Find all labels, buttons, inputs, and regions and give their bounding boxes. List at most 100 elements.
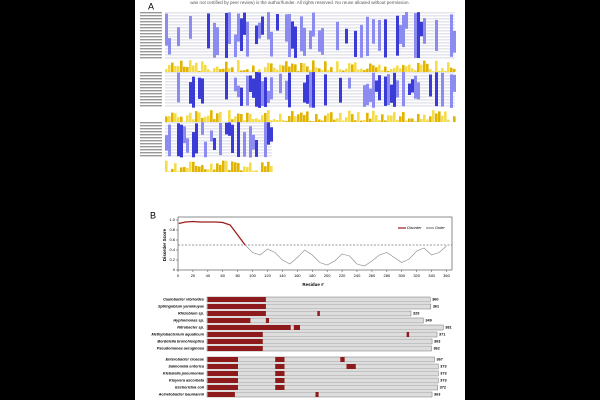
conserved (189, 15, 192, 39)
conserved (165, 13, 168, 46)
conserved (363, 85, 366, 107)
sequence (165, 57, 455, 59)
protein-length: 363 (434, 340, 440, 344)
conservation-bar (291, 63, 294, 72)
conservation-bar (264, 67, 267, 72)
conservation-bar (318, 68, 321, 72)
x-tick-label: 80 (235, 273, 240, 278)
conservation-bar (186, 115, 189, 122)
conserved (252, 134, 255, 150)
protein-length: 373 (440, 379, 446, 383)
conserved (210, 130, 213, 142)
protein-length: 361 (433, 305, 439, 309)
species-name: Klebsiella pneumoniae (163, 372, 204, 376)
conservation-bar (417, 113, 420, 122)
disordered-region (406, 332, 410, 337)
conservation-bar (252, 65, 255, 72)
x-tick-label: 260 (369, 273, 376, 278)
conservation-bar (423, 114, 426, 122)
sequence-name (140, 125, 162, 127)
disordered-region (207, 318, 251, 323)
conserved (240, 87, 243, 106)
protein-bar (206, 363, 439, 370)
conserved (348, 77, 351, 89)
conservation-bar (378, 120, 381, 122)
conservation-bar (411, 118, 414, 122)
conservation-bar (246, 166, 249, 172)
conservation-bar (360, 120, 363, 122)
protein-bar (206, 391, 433, 398)
conservation-bar (375, 115, 378, 122)
conservation-bar (327, 70, 330, 72)
conserved (258, 72, 261, 108)
sequence-name (140, 81, 162, 83)
sequence-name (140, 33, 162, 35)
disordered-region (207, 385, 238, 390)
conservation-bar (354, 62, 357, 72)
sequence-name (140, 18, 162, 20)
protein-length: 329 (413, 312, 419, 316)
panel-label: B (150, 210, 156, 220)
sequence (165, 143, 272, 145)
conserved (396, 80, 399, 98)
sequence-name (140, 137, 162, 139)
x-tick-label: 280 (383, 273, 390, 278)
conserved (339, 77, 342, 103)
sequence-name (140, 30, 162, 32)
conserved (237, 122, 240, 158)
conservation-bar (237, 163, 240, 172)
conservation-bar (270, 120, 273, 122)
disordered-region (207, 371, 238, 376)
conservation-bar (453, 116, 456, 122)
conservation-bar (186, 167, 189, 172)
conservation-bar (372, 110, 375, 122)
conservation-bar (222, 68, 225, 72)
protein-length: 371 (439, 333, 445, 337)
conservation-bar (243, 120, 246, 122)
conservation-bar (285, 61, 288, 72)
disordered-region (207, 304, 266, 309)
sequence (165, 149, 272, 151)
x-tick-label: 180 (309, 273, 316, 278)
conservation-bar (282, 120, 285, 122)
sequence-name (140, 84, 162, 86)
conserved (258, 22, 261, 39)
conservation-bar (252, 119, 255, 122)
conserved (366, 16, 369, 57)
species-name: Hyphomonas sp. (173, 319, 204, 323)
sequence (165, 15, 455, 17)
conservation-bar (321, 120, 324, 122)
protein-bar (206, 324, 444, 331)
conserved (246, 21, 249, 57)
conservation-bar (186, 66, 189, 72)
conserved (219, 122, 222, 156)
protein-bar (206, 370, 439, 377)
conserved (225, 72, 228, 100)
protein-length: 372 (440, 386, 446, 390)
conserved (255, 139, 258, 157)
protein-length: 360 (432, 298, 438, 302)
conserved (372, 72, 375, 108)
conserved (231, 124, 234, 154)
y-tick-label: 0.4 (169, 247, 175, 252)
protein-length: 373 (440, 372, 446, 376)
conservation-bar (327, 113, 330, 122)
conservation-bar (225, 160, 228, 172)
conservation-bar (285, 121, 288, 122)
conservation-bar (249, 113, 252, 122)
conserved (270, 31, 273, 57)
conservation-bar (300, 62, 303, 72)
conserved (396, 15, 399, 56)
conservation-bar (372, 65, 375, 72)
conserved (387, 74, 390, 106)
conservation-bar (393, 67, 396, 72)
x-tick-label: 340 (428, 273, 435, 278)
disordered-region (265, 318, 269, 323)
conservation-bar (294, 116, 297, 122)
species-name: Caulobacter vibrioides (163, 298, 204, 302)
sequence-name (140, 36, 162, 38)
conserved (423, 18, 426, 44)
conservation-bar (297, 71, 300, 72)
sequence-name (140, 54, 162, 56)
conserved (168, 38, 171, 55)
